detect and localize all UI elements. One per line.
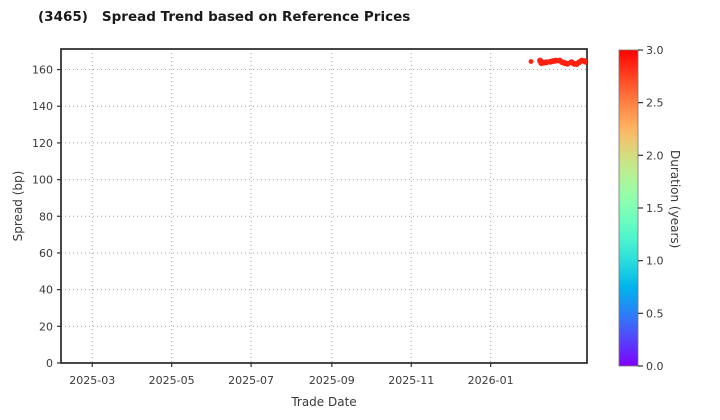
colorbar-label: Duration (years) xyxy=(668,150,682,249)
y-tick-label: 140 xyxy=(32,100,53,113)
x-tick-label: 2025-09 xyxy=(309,374,355,387)
y-axis-label: Spread (bp) xyxy=(11,170,25,242)
x-tick-label: 2025-03 xyxy=(69,374,115,387)
colorbar-tick-label: 1.5 xyxy=(646,202,664,215)
y-tick-label: 20 xyxy=(39,320,53,333)
colorbar-tick-label: 2.5 xyxy=(646,97,664,110)
y-tick-label: 0 xyxy=(46,357,53,370)
colorbar-tick-label: 3.0 xyxy=(646,44,664,57)
chart-title-text: Spread Trend based on Reference Prices xyxy=(101,9,411,25)
y-tick-label: 60 xyxy=(39,247,53,260)
y-tick-label: 80 xyxy=(39,210,53,223)
x-tick-label: 2025-11 xyxy=(388,374,434,387)
chart-title: (3465) Spread Trend based on Reference Pr… xyxy=(38,9,410,25)
plot-border xyxy=(60,48,588,364)
colorbar-gradient xyxy=(618,49,639,367)
y-tick-label: 120 xyxy=(32,137,53,150)
x-tick-label: 2026-01 xyxy=(468,374,514,387)
x-axis-label: Trade Date xyxy=(291,395,357,409)
x-tick-label: 2025-07 xyxy=(228,374,274,387)
scatter-series xyxy=(528,57,587,67)
data-point xyxy=(528,59,534,64)
y-tick-label: 100 xyxy=(32,174,53,187)
y-tick-label: 40 xyxy=(39,284,53,297)
data-point xyxy=(582,58,587,65)
colorbar-tick-label: 0.5 xyxy=(646,307,664,320)
x-tick-label: 2025-05 xyxy=(149,374,195,387)
ticker-code: (3465) xyxy=(38,9,88,25)
y-tick-label: 160 xyxy=(32,64,53,77)
colorbar-tick-label: 1.0 xyxy=(646,255,664,268)
colorbar-tick-label: 2.0 xyxy=(646,149,664,162)
colorbar-tick-label: 0.0 xyxy=(646,360,664,373)
